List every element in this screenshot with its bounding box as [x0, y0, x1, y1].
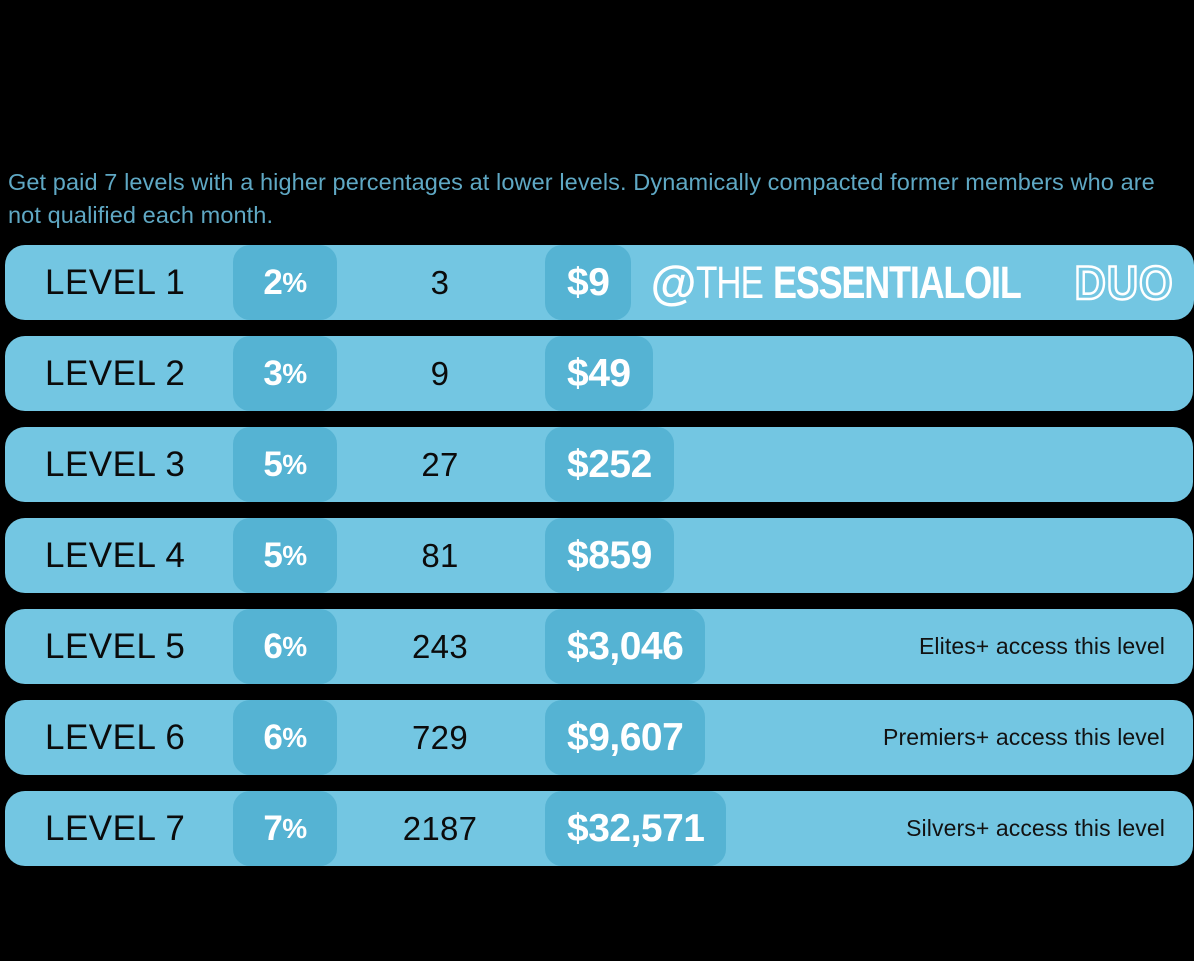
amount-badge: $9,607: [545, 700, 706, 775]
amount-badge: $859: [545, 518, 674, 593]
amount-badge: $49: [545, 336, 653, 411]
access-note: Silvers+ access this level: [906, 815, 1165, 841]
table-row: LEVEL 5 6% 243 $3,046 Elites+ access thi…: [5, 609, 1193, 684]
brand-wordmark: @ THE ESSENTIALOIL DUO: [651, 245, 1188, 320]
percent-badge: 5%: [233, 518, 337, 593]
percent-badge: 2%: [233, 245, 337, 320]
brand-suffix: DUO: [1073, 256, 1174, 309]
percent-value: 7: [263, 808, 283, 848]
level-label: LEVEL 5: [45, 626, 186, 666]
percent-sign: %: [282, 721, 307, 753]
access-note: Elites+ access this level: [918, 633, 1165, 659]
brand-main: ESSENTIALOIL: [773, 257, 1022, 308]
percent-value: 6: [263, 717, 283, 757]
percent-sign: %: [282, 539, 307, 571]
percent-sign: %: [282, 448, 307, 480]
table-row: LEVEL 6 6% 729 $9,607 Premiers+ access t…: [5, 700, 1193, 775]
percent-badge: 5%: [233, 427, 337, 502]
amount-badge: $32,571: [545, 791, 727, 866]
member-count: 3: [430, 263, 450, 301]
amount-badge: $252: [545, 427, 674, 502]
level-label: LEVEL 3: [45, 444, 186, 484]
table-row: LEVEL 7 7% 2187 $32,571 Silvers+ access …: [5, 791, 1193, 866]
percent-value: 5: [263, 535, 283, 575]
percent-sign: %: [282, 630, 307, 662]
level-table: LEVEL 1 2% 3 $9 @ THE ESSENTIALOIL DUO LEVE…: [0, 245, 1194, 882]
member-count: 2187: [402, 809, 478, 847]
percent-sign: %: [282, 812, 307, 844]
percent-value: 2: [263, 262, 283, 302]
percent-value: 5: [263, 444, 283, 484]
level-label: LEVEL 4: [45, 535, 186, 575]
level-label: LEVEL 2: [45, 353, 186, 393]
level-label: LEVEL 6: [45, 717, 186, 757]
member-count: 81: [421, 536, 459, 574]
table-row: LEVEL 2 3% 9 $49: [5, 336, 1193, 411]
table-row: LEVEL 1 2% 3 $9 @ THE ESSENTIALOIL DUO: [5, 245, 1194, 320]
member-count: 243: [412, 627, 468, 665]
table-row: LEVEL 3 5% 27 $252: [5, 427, 1193, 502]
percent-badge: 7%: [233, 791, 337, 866]
table-row: LEVEL 4 5% 81 $859: [5, 518, 1193, 593]
member-count: 27: [421, 445, 459, 483]
intro-paragraph: Get paid 7 levels with a higher percenta…: [8, 169, 1155, 228]
percent-badge: 6%: [233, 609, 337, 684]
member-count: 729: [412, 718, 468, 756]
percent-badge: 3%: [233, 336, 337, 411]
amount-badge: $9: [545, 245, 632, 320]
at-symbol: @: [650, 256, 697, 309]
percent-value: 6: [263, 626, 283, 666]
percent-sign: %: [282, 266, 307, 298]
percent-badge: 6%: [233, 700, 337, 775]
level-label: LEVEL 1: [45, 262, 186, 302]
brand-prefix: THE: [695, 257, 764, 308]
percent-value: 3: [263, 353, 283, 393]
percent-sign: %: [282, 357, 307, 389]
level-label: LEVEL 7: [45, 808, 186, 848]
member-count: 9: [430, 354, 450, 392]
access-note: Premiers+ access this level: [883, 724, 1165, 750]
amount-badge: $3,046: [545, 609, 706, 684]
